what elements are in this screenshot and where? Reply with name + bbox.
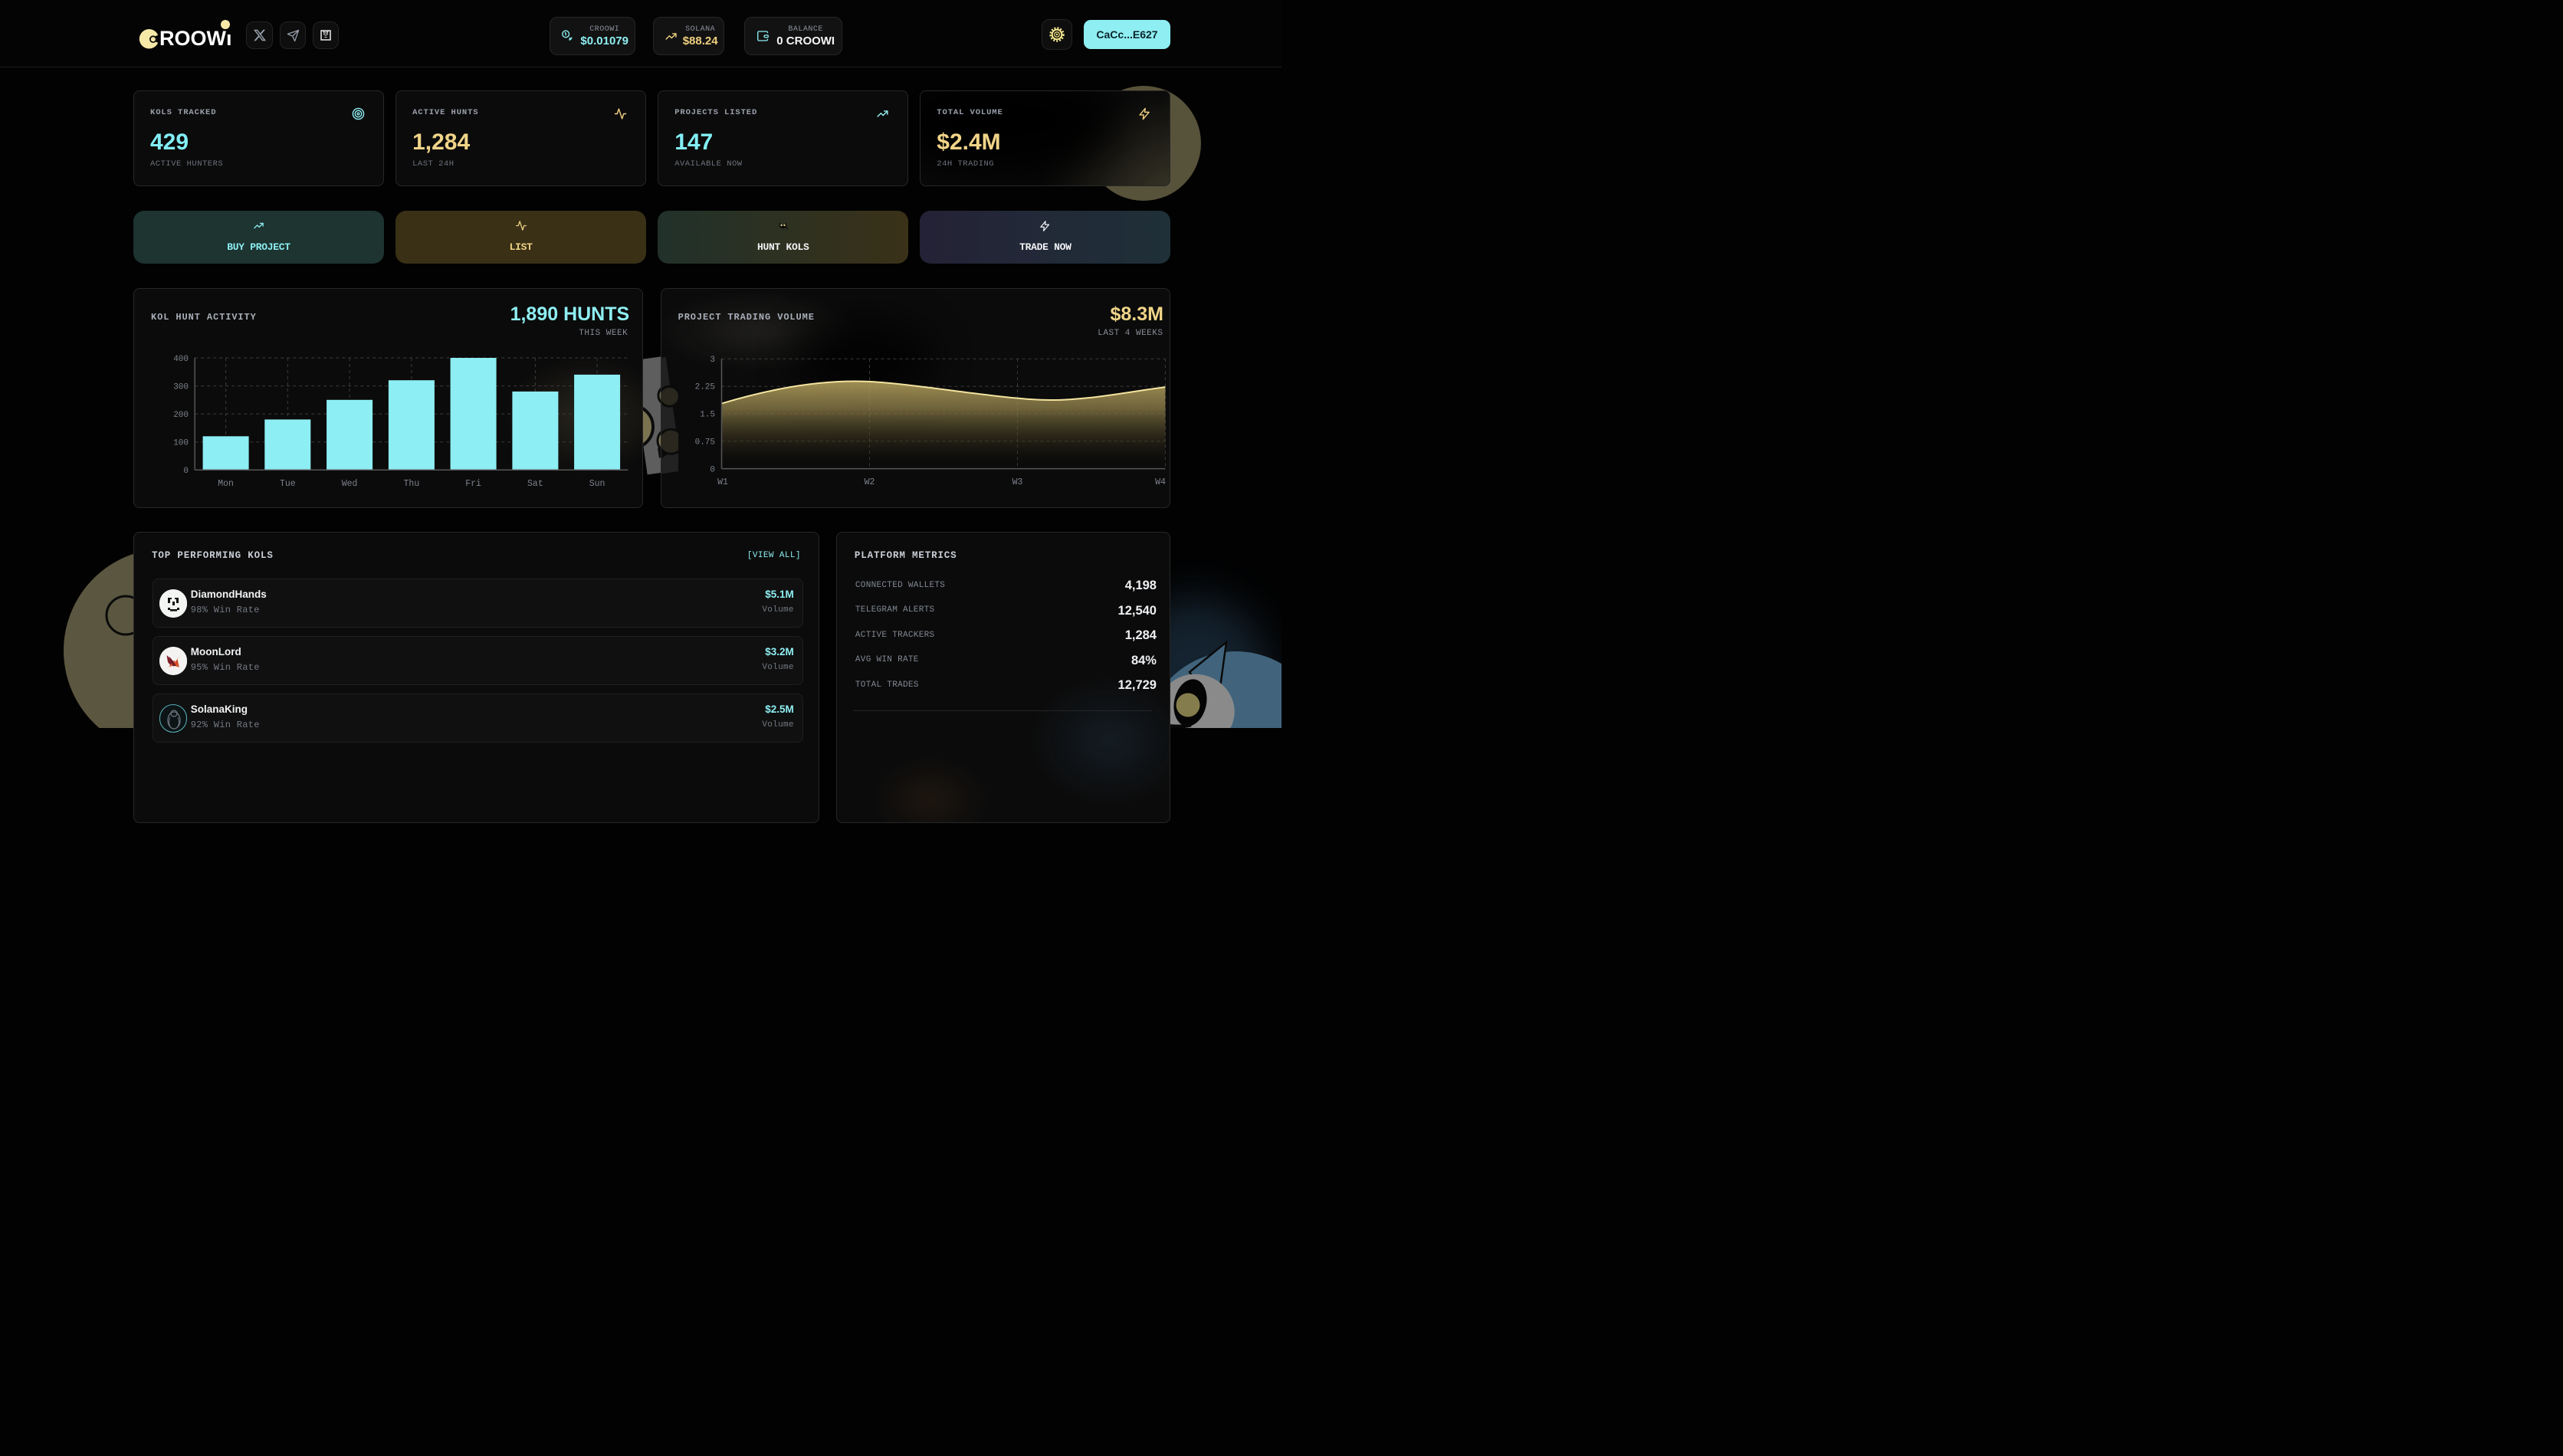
svg-text:Fri: Fri [465, 479, 481, 489]
svg-text:0: 0 [183, 467, 189, 476]
svg-text:200: 200 [173, 411, 189, 420]
svg-text:Sat: Sat [527, 479, 543, 489]
svg-text:Thu: Thu [404, 479, 420, 489]
svg-text:W4: W4 [1155, 477, 1166, 487]
svg-text:Mon: Mon [218, 479, 234, 489]
svg-text:100: 100 [173, 438, 189, 448]
svg-text:W2: W2 [864, 477, 875, 487]
svg-text:W3: W3 [1012, 477, 1022, 487]
svg-text:Tue: Tue [280, 479, 296, 489]
svg-text:Wed: Wed [342, 479, 358, 489]
svg-text:3: 3 [710, 356, 715, 365]
svg-text:400: 400 [173, 355, 189, 364]
svg-text:1.5: 1.5 [700, 410, 715, 419]
svg-text:0.75: 0.75 [694, 438, 714, 447]
svg-text:W1: W1 [717, 477, 728, 487]
svg-text:2.25: 2.25 [694, 382, 714, 392]
svg-text:300: 300 [173, 382, 189, 392]
svg-text:0: 0 [710, 465, 715, 474]
svg-text:Sun: Sun [589, 479, 605, 489]
